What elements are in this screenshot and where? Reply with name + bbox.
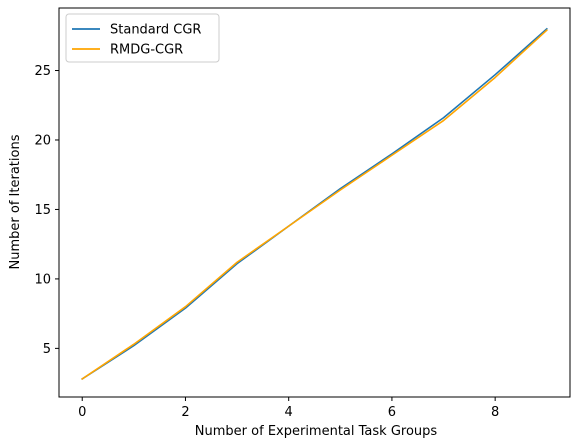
legend-box — [65, 13, 220, 63]
y-tick-label: 10 — [34, 272, 51, 287]
legend-label-2: RMDG-CGR — [110, 43, 183, 58]
y-axis-label: Number of Iterations — [8, 134, 23, 269]
x-axis-ticks: 0 2 4 6 8 — [78, 397, 499, 420]
series-line-1 — [81, 27, 548, 381]
plot-area-frame — [58, 7, 571, 398]
series-layer — [81, 27, 548, 381]
series-line-2 — [81, 29, 548, 381]
x-axis-label: Number of Experimental Task Groups — [195, 424, 438, 439]
x-tick-label: 8 — [491, 405, 499, 420]
y-tick-label: 15 — [34, 203, 51, 218]
x-tick-label: 6 — [388, 405, 396, 420]
y-tick-label: 25 — [34, 64, 51, 79]
x-tick-label: 4 — [285, 405, 293, 420]
y-tick-label: 20 — [34, 133, 51, 148]
x-tick-label: 0 — [78, 405, 86, 420]
x-tick-label: 2 — [181, 405, 189, 420]
legend-label-1: Standard CGR — [110, 23, 201, 38]
y-tick-label: 5 — [43, 342, 51, 357]
legend: Standard CGR RMDG-CGR — [65, 13, 220, 63]
y-axis-ticks: 5 10 15 20 25 — [34, 64, 59, 357]
